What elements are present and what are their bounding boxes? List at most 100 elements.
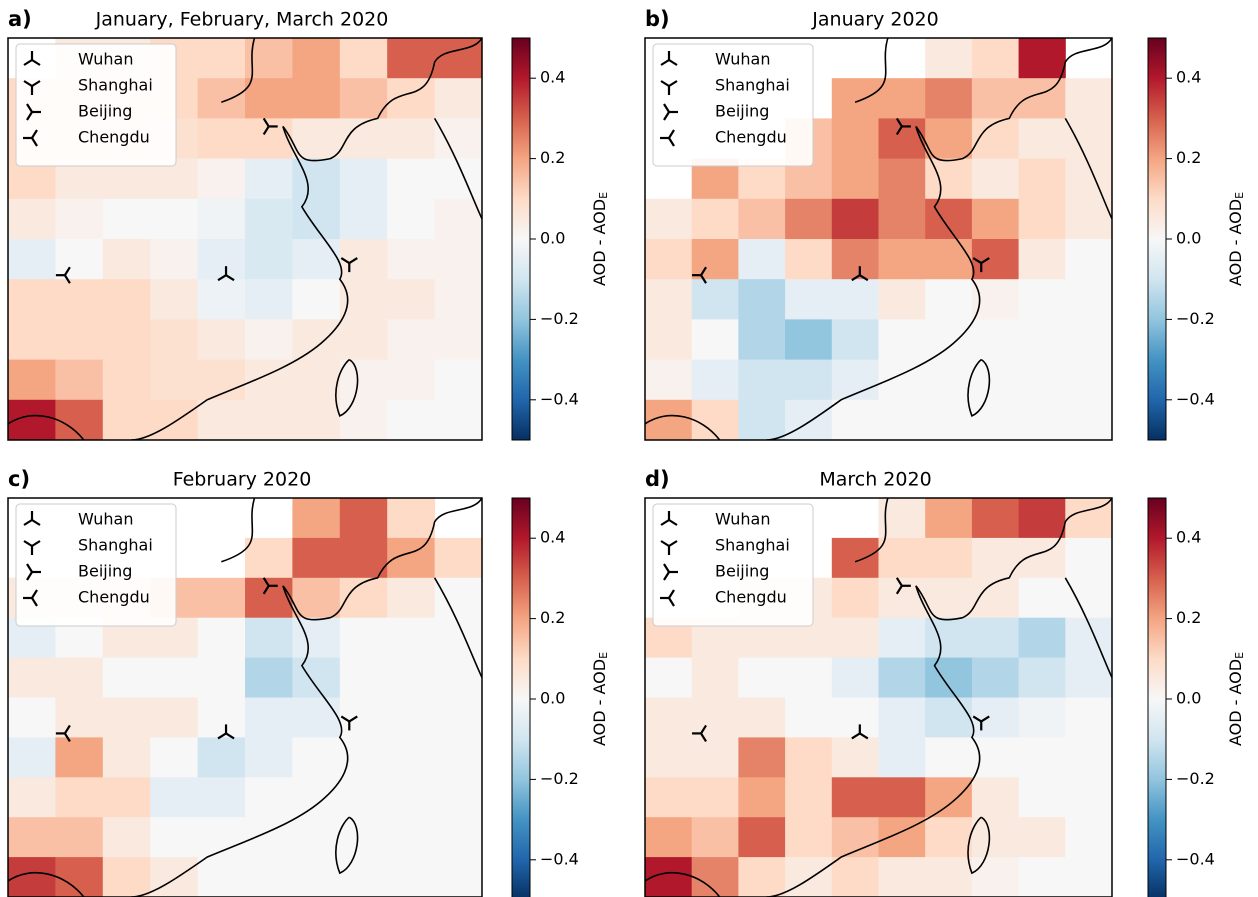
colorbar-tick-label: 0.0: [1176, 229, 1201, 248]
grid-cell: [387, 777, 436, 818]
grid-cell: [434, 239, 482, 280]
grid-cell: [102, 198, 151, 240]
grid-cell: [434, 359, 482, 401]
legend-marker: [668, 519, 678, 526]
legend-marker: [668, 589, 675, 599]
grid-cell: [971, 198, 1020, 240]
grid-cell: [434, 817, 482, 858]
city-marker: [859, 732, 869, 740]
grid-cell: [831, 319, 879, 361]
grid-cell: [1065, 657, 1112, 698]
grid-cell: [339, 498, 388, 539]
grid-cell: [197, 279, 246, 320]
colorbar-tick-label: −0.2: [540, 309, 579, 328]
city-marker: [895, 577, 903, 587]
grid-cell: [878, 279, 926, 320]
grid-cell: [197, 38, 246, 79]
grid-cell: [245, 399, 293, 440]
grid-cell: [339, 279, 388, 320]
grid-cell: [55, 319, 104, 361]
legend-marker: [663, 563, 670, 573]
grid-cell: [1065, 777, 1112, 818]
legend-label: Shanghai: [715, 76, 790, 95]
grid-cell: [387, 399, 436, 440]
panel: Wuhan Shanghai Beijing Chengdu b) January 202…: [644, 7, 1246, 441]
grid-cell: [645, 198, 693, 240]
grid-cell: [971, 78, 1020, 119]
grid-cell: [387, 697, 436, 738]
city-marker: [63, 732, 71, 742]
grid-cell: [1018, 817, 1066, 858]
grid-cell: [691, 359, 739, 401]
grid-cell: [645, 697, 693, 738]
grid-cell: [292, 158, 341, 200]
grid-cell: [831, 737, 879, 778]
colorbar-label-sub: E: [1233, 192, 1246, 199]
grid-cell: [245, 319, 293, 361]
grid-cell: [971, 777, 1020, 818]
grid-cell: [878, 857, 926, 897]
grid-cell: [831, 399, 879, 440]
colorbar-tick-label: 0.2: [1176, 148, 1201, 167]
grid-cell: [339, 38, 388, 79]
legend-marker: [23, 80, 33, 87]
grid-cell: [925, 657, 973, 698]
grid-cell: [150, 399, 199, 440]
grid-cell: [102, 239, 151, 280]
grid-cell: [434, 198, 482, 240]
grid-cell: [971, 737, 1020, 778]
legend-marker: [663, 571, 670, 581]
grid-cell: [645, 319, 693, 361]
grid-cell: [434, 78, 482, 119]
grid-cell: [878, 319, 926, 361]
grid-cell: [1065, 359, 1112, 401]
grid-cell: [1065, 198, 1112, 240]
legend-marker: [31, 137, 38, 147]
grid-cell: [292, 617, 341, 659]
grid-cell: [831, 697, 879, 738]
grid-cell: [55, 198, 104, 240]
grid-cell: [150, 817, 199, 858]
grid-cell: [387, 498, 436, 539]
grid-cell: [102, 737, 151, 778]
grid-cell: [197, 857, 246, 897]
panel-title: March 2020: [819, 469, 931, 491]
grid-cell: [645, 817, 693, 858]
grid-cell: [1018, 697, 1066, 738]
grid-cell: [387, 617, 436, 659]
grid-cell: [878, 777, 926, 818]
grid-cell: [971, 158, 1020, 200]
grid-cell: [339, 697, 388, 738]
colorbar-tick-label: −0.4: [540, 389, 579, 408]
grid-cell: [831, 78, 879, 119]
colorbar-tick-label: 0.2: [540, 148, 565, 167]
grid-cell: [925, 697, 973, 738]
grid-cell: [197, 319, 246, 361]
legend-marker: [668, 137, 675, 147]
grid-cell: [55, 279, 104, 320]
grid-cell: [197, 399, 246, 440]
legend-box: [652, 43, 814, 167]
grid-cell: [8, 319, 56, 361]
grid-cell: [197, 198, 246, 240]
grid-cell: [55, 399, 104, 440]
grid-cell: [738, 697, 786, 738]
grid-cell: [55, 777, 104, 818]
grid-cell: [691, 657, 739, 698]
panel-title: February 2020: [173, 469, 312, 491]
colorbar-label-sub: E: [597, 192, 610, 199]
grid-cell: [831, 198, 879, 240]
grid-cell: [150, 239, 199, 280]
grid-cell: [785, 737, 833, 778]
colorbar-tick-label: −0.2: [540, 769, 579, 788]
grid-cell: [971, 857, 1020, 897]
grid-cell: [785, 359, 833, 401]
colorbar-label: AOD - AODE: [590, 652, 611, 746]
grid-cell: [55, 817, 104, 858]
grid-cell: [197, 239, 246, 280]
grid-cell: [387, 38, 436, 79]
colorbar-tick-label: 0.0: [1176, 689, 1201, 708]
city-marker: [262, 125, 270, 136]
grid-cell: [925, 817, 973, 858]
